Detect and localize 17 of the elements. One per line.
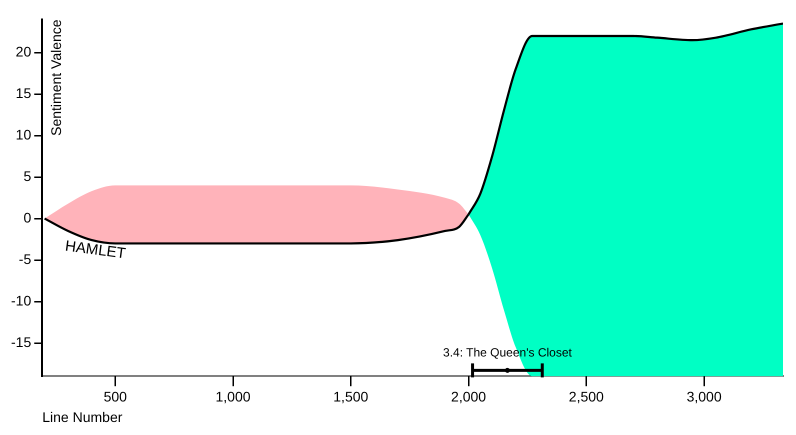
x-axis-title: Line Number <box>42 408 123 425</box>
x-tick-label: 2,500 <box>568 388 604 404</box>
y-tick-label: -15 <box>11 334 32 350</box>
y-tick-label: 0 <box>23 209 32 226</box>
y-tick-label: 20 <box>16 43 32 60</box>
x-tick-label: 500 <box>104 388 128 404</box>
y-tick-label: -5 <box>18 250 32 267</box>
y-tick-label: 15 <box>16 84 32 101</box>
y-tick-label: -10 <box>11 292 32 308</box>
y-axis-title: Sentiment Valence <box>48 19 64 136</box>
y-tick-label: 5 <box>23 168 32 184</box>
x-tick-label: 3,000 <box>686 388 722 404</box>
x-tick-label: 2,000 <box>451 388 486 404</box>
text: HAMLET <box>64 238 127 262</box>
x-tick-label: 1,000 <box>215 388 251 404</box>
y-tick-label: 10 <box>16 126 32 142</box>
x-tick-label: 1,500 <box>333 388 369 404</box>
